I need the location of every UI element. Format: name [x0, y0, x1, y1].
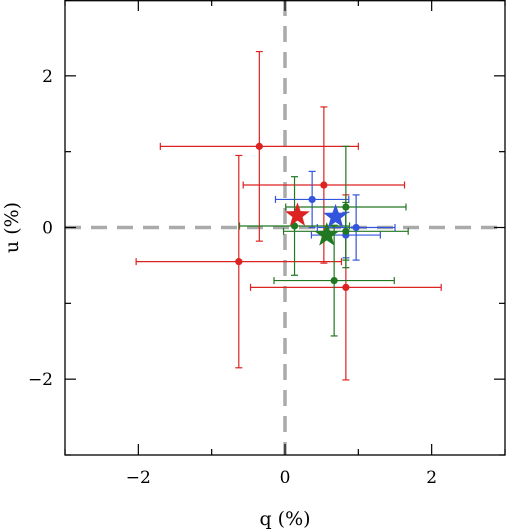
x-tick-label: 0 — [280, 468, 291, 488]
data-point — [255, 142, 263, 150]
data-point — [330, 276, 338, 285]
tick-labels: −2 0 2 −2 0 2 — [28, 67, 437, 488]
mean-markers — [285, 202, 348, 246]
data-point — [290, 222, 299, 230]
data-point — [352, 223, 360, 232]
x-tick-label: 2 — [426, 468, 437, 488]
data-point — [342, 203, 350, 211]
mean-star-marker — [285, 202, 310, 226]
y-tick-label: −2 — [28, 370, 53, 390]
data-points — [235, 142, 360, 292]
x-tick-label: −2 — [126, 468, 151, 488]
x-axis-label: q (%) — [259, 508, 310, 530]
mean-star-marker — [314, 222, 340, 246]
data-point — [308, 195, 316, 204]
reference-lines — [65, 0, 505, 455]
axis-ticks — [64, 0, 506, 456]
y-tick-label: 0 — [42, 219, 53, 239]
mean-star-marker — [323, 203, 348, 228]
data-point — [235, 258, 243, 266]
y-tick-label: 2 — [42, 67, 53, 87]
error-bars — [135, 50, 442, 381]
data-point — [342, 227, 350, 235]
data-point — [342, 283, 350, 292]
data-point — [320, 181, 328, 189]
y-axis-label: u (%) — [1, 202, 23, 253]
